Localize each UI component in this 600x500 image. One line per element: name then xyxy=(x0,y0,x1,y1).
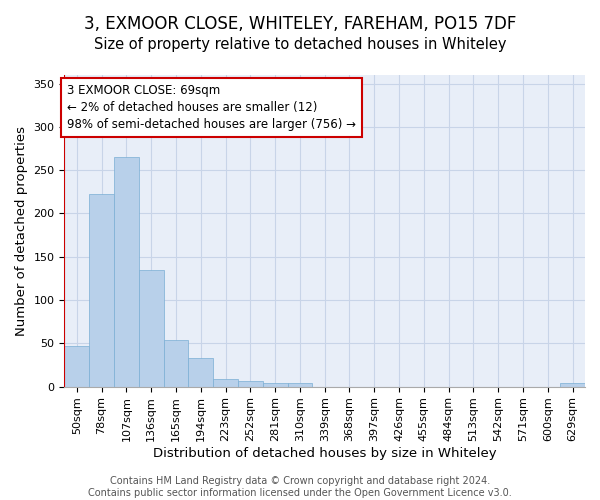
Bar xyxy=(560,383,585,386)
Bar xyxy=(188,358,213,386)
Text: Size of property relative to detached houses in Whiteley: Size of property relative to detached ho… xyxy=(94,38,506,52)
Bar xyxy=(213,379,238,386)
Bar xyxy=(89,194,114,386)
Text: Contains HM Land Registry data © Crown copyright and database right 2024.
Contai: Contains HM Land Registry data © Crown c… xyxy=(88,476,512,498)
Bar xyxy=(164,340,188,386)
Text: 3 EXMOOR CLOSE: 69sqm
← 2% of detached houses are smaller (12)
98% of semi-detac: 3 EXMOOR CLOSE: 69sqm ← 2% of detached h… xyxy=(67,84,356,130)
Bar xyxy=(64,346,89,387)
Text: 3, EXMOOR CLOSE, WHITELEY, FAREHAM, PO15 7DF: 3, EXMOOR CLOSE, WHITELEY, FAREHAM, PO15… xyxy=(84,15,516,33)
Bar xyxy=(238,380,263,386)
X-axis label: Distribution of detached houses by size in Whiteley: Distribution of detached houses by size … xyxy=(153,447,497,460)
Bar xyxy=(114,157,139,386)
Bar xyxy=(139,270,164,386)
Y-axis label: Number of detached properties: Number of detached properties xyxy=(15,126,28,336)
Bar xyxy=(263,383,287,386)
Bar xyxy=(287,383,313,386)
